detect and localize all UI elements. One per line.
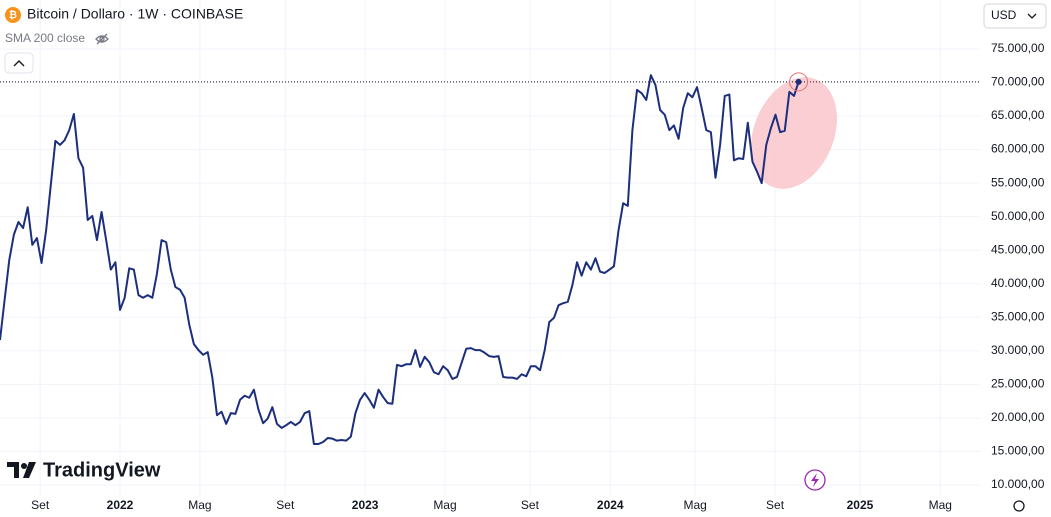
- last-price-dot: [795, 78, 802, 85]
- x-tick-label: Mag: [684, 498, 707, 512]
- y-tick-label: 50.000,00: [991, 209, 1045, 223]
- x-tick-label: Mag: [433, 498, 456, 512]
- y-tick-label: 40.000,00: [991, 276, 1045, 290]
- indicator-label: SMA 200 close: [5, 31, 85, 45]
- settings-button[interactable]: [1013, 500, 1025, 512]
- y-tick-label: 60.000,00: [991, 142, 1045, 156]
- x-tick-label: 2025: [847, 498, 874, 512]
- y-tick-label: 30.000,00: [991, 343, 1045, 357]
- plot: [0, 72, 980, 446]
- y-tick-label: 15.000,00: [991, 444, 1045, 458]
- x-tick-label: Set: [766, 498, 785, 512]
- y-tick-label: 35.000,00: [991, 309, 1045, 323]
- y-tick-label: 75.000,00: [991, 41, 1045, 55]
- bitcoin-symbol: ₿: [9, 9, 17, 21]
- x-tick-label: 2022: [107, 498, 134, 512]
- dropdown-icon: [1027, 13, 1037, 19]
- x-tick-label: 2023: [352, 498, 379, 512]
- y-tick-label: 65.000,00: [991, 108, 1045, 122]
- y-tick-label: 10.000,00: [991, 477, 1045, 491]
- events-icon: [811, 473, 819, 487]
- hide-icon[interactable]: [95, 33, 109, 45]
- chart-title: Bitcoin / Dollaro · 1W · COINBASE: [27, 6, 243, 22]
- y-tick-label: 70.000,00: [991, 75, 1045, 89]
- x-tick-label: 2024: [597, 498, 624, 512]
- y-tick-label: 20.000,00: [991, 410, 1045, 424]
- x-tick-label: Set: [276, 498, 295, 512]
- y-tick-label: 25.000,00: [991, 377, 1045, 391]
- x-tick-label: Set: [521, 498, 540, 512]
- collapse-button[interactable]: [4, 52, 34, 74]
- currency-label: USD: [991, 8, 1017, 22]
- y-tick-label: 45.000,00: [991, 242, 1045, 256]
- tradingview-logo: [7, 462, 36, 478]
- y-tick-label: 55.000,00: [991, 175, 1045, 189]
- grid: [0, 0, 980, 495]
- x-tick-label: Set: [31, 498, 50, 512]
- currency-select[interactable]: [983, 3, 1047, 29]
- last-price-ring: [789, 72, 809, 92]
- highlight: [751, 77, 837, 189]
- x-tick-label: Mag: [188, 498, 211, 512]
- x-tick-label: Mag: [929, 498, 952, 512]
- watermark: TradingView: [43, 459, 161, 481]
- bitcoin-icon: [5, 7, 21, 23]
- collapse-icon: [13, 60, 25, 67]
- price-line: [0, 74, 800, 446]
